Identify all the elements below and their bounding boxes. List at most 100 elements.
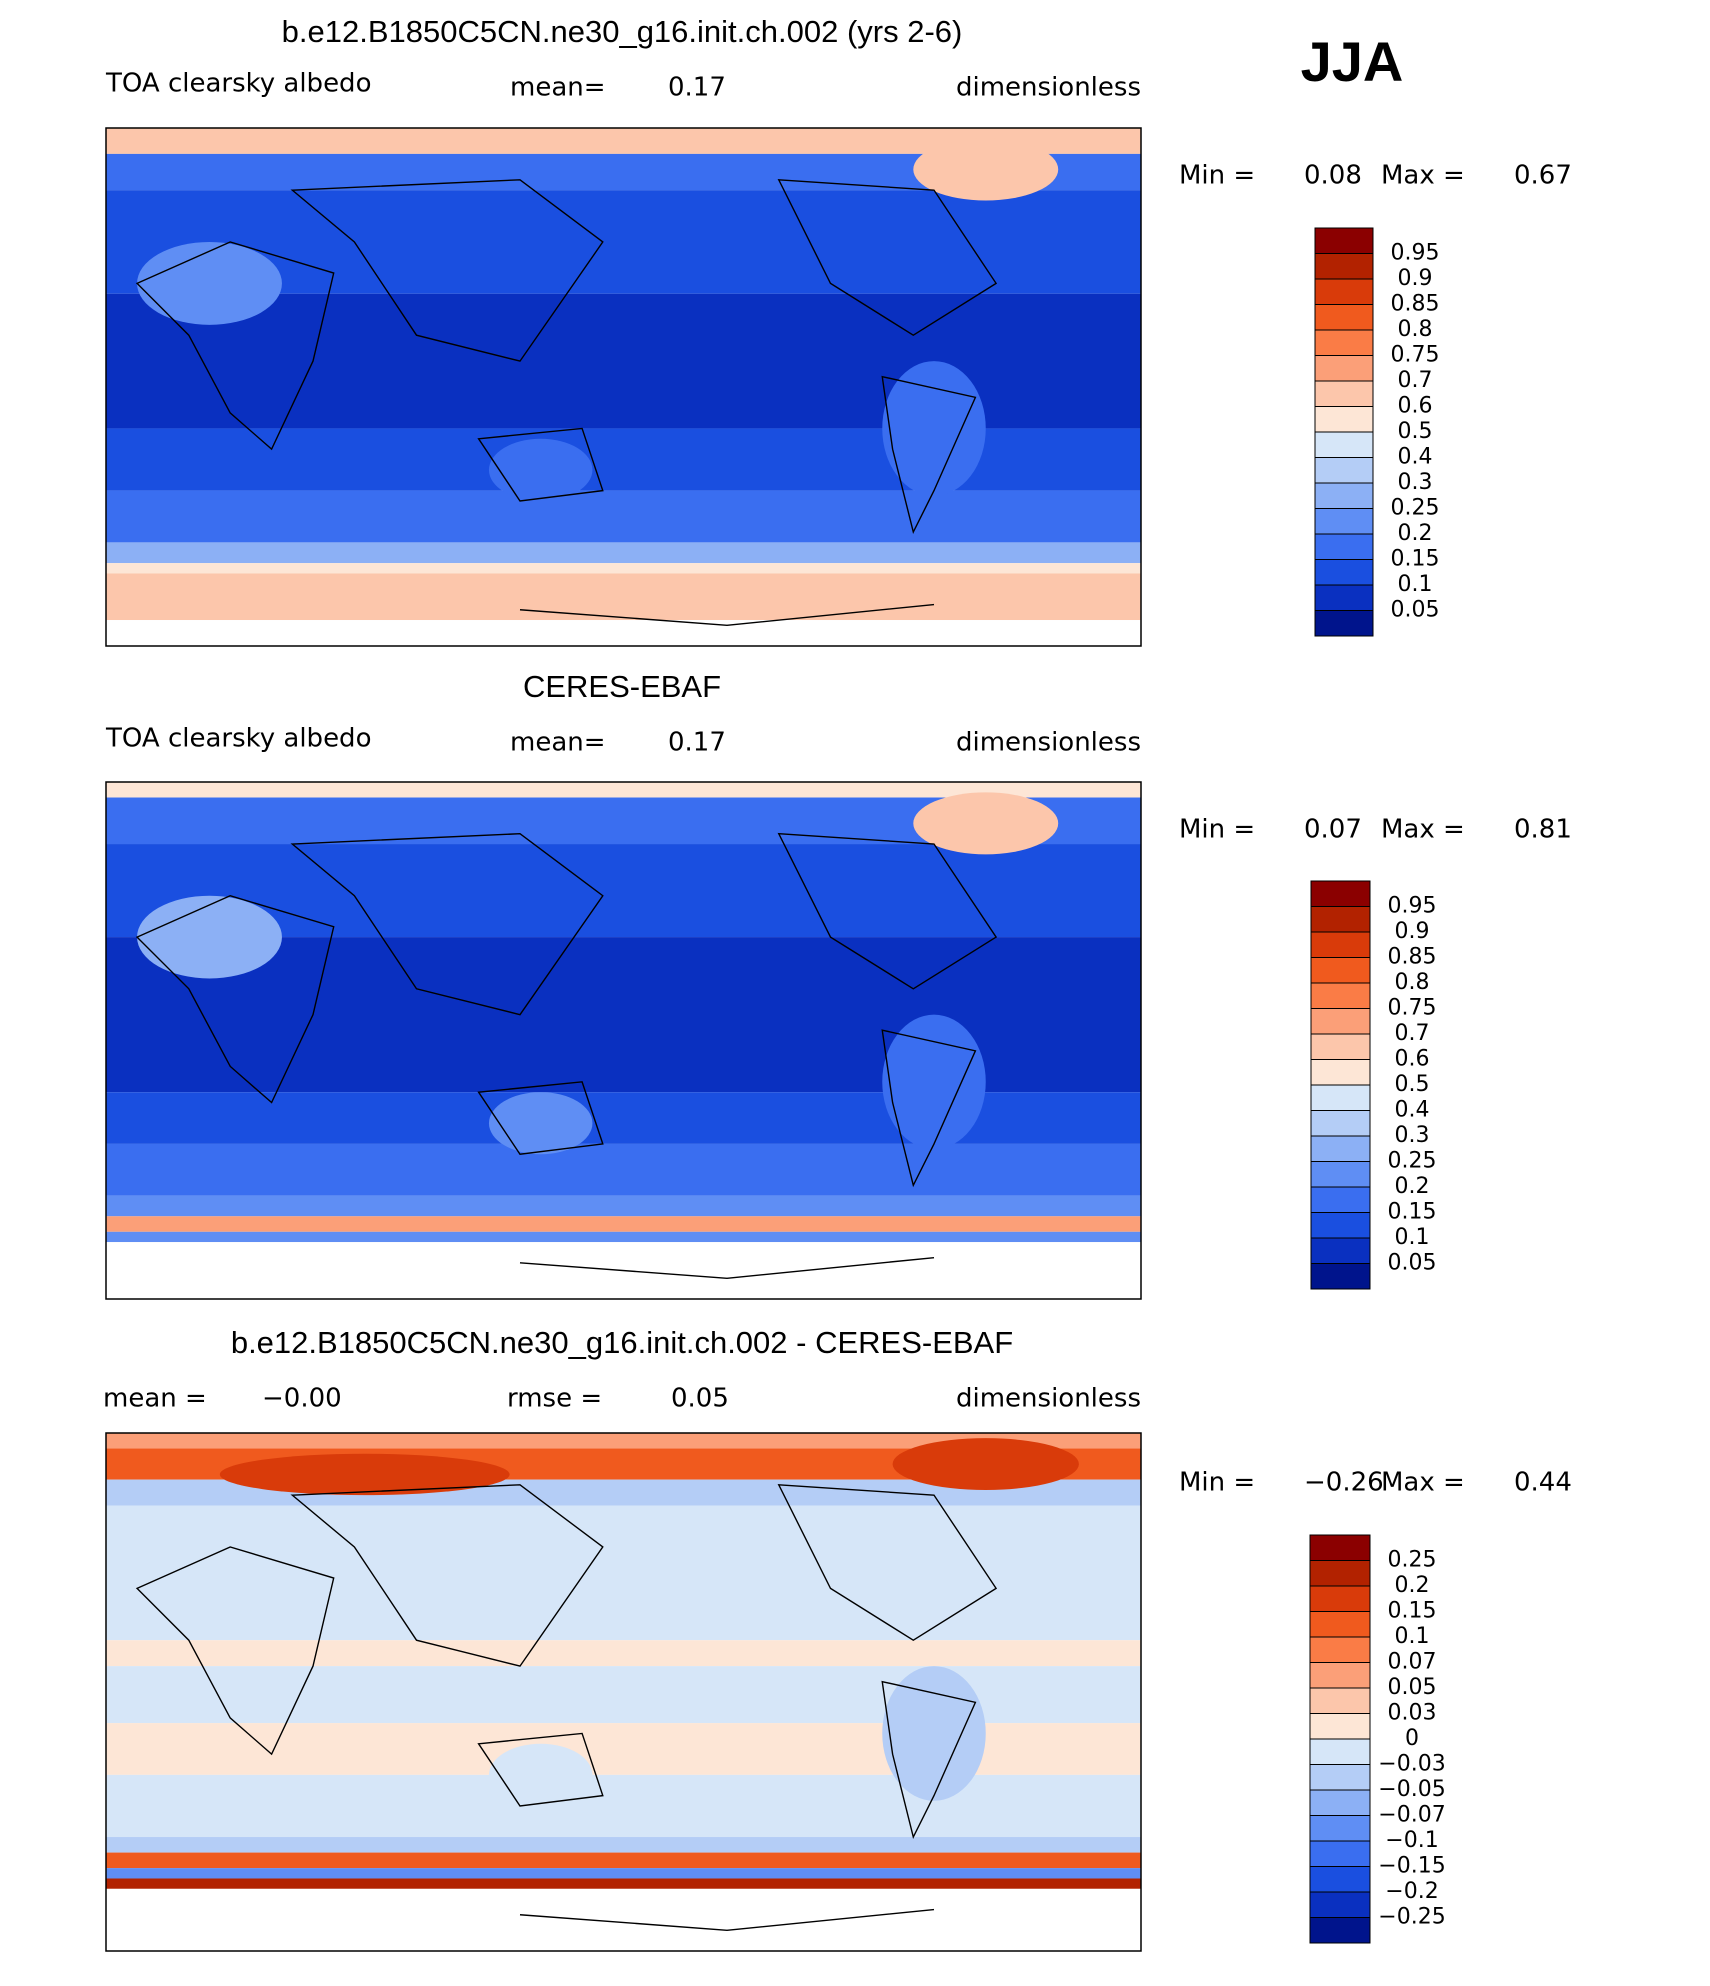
contour-band bbox=[106, 1837, 1141, 1853]
colorbar-label: 0.03 bbox=[1388, 1701, 1437, 1726]
contour-band bbox=[106, 1723, 1141, 1775]
colorbar-label: 0.85 bbox=[1391, 292, 1440, 317]
variable-label: TOA clearsky albedo bbox=[105, 69, 371, 99]
colorbar-box bbox=[1309, 1662, 1371, 1689]
colorbar-label: 0.25 bbox=[1388, 1149, 1437, 1174]
colorbar-box bbox=[1314, 584, 1374, 611]
colorbar-label: −0.15 bbox=[1378, 1854, 1445, 1879]
contour-region bbox=[137, 241, 282, 325]
stat-value: 0.17 bbox=[668, 73, 726, 103]
colorbar-label: −0.2 bbox=[1385, 1879, 1438, 1904]
contour-band bbox=[106, 1433, 1141, 1449]
contour-band bbox=[106, 1640, 1141, 1667]
map-frame bbox=[105, 1432, 1142, 1952]
map bbox=[106, 128, 1141, 646]
colorbar-label: 0.5 bbox=[1398, 419, 1433, 444]
contour-band bbox=[106, 1092, 1141, 1144]
colorbar-label: 0.6 bbox=[1395, 1047, 1430, 1072]
colorbar-label: −0.05 bbox=[1378, 1777, 1445, 1802]
stat-value: 0.17 bbox=[668, 728, 726, 758]
panel-title: b.e12.B1850C5CN.ne30_g16.init.ch.002 (yr… bbox=[282, 14, 963, 49]
colorbar-label: 0.9 bbox=[1395, 919, 1430, 944]
colorbar-label: −0.25 bbox=[1378, 1905, 1445, 1930]
contour-region bbox=[882, 1666, 986, 1801]
colorbar-box bbox=[1310, 982, 1371, 1009]
contour-region bbox=[488, 1743, 593, 1806]
max-label: Max = bbox=[1381, 815, 1465, 845]
colorbar-box bbox=[1314, 253, 1374, 280]
colorbar-box bbox=[1310, 1135, 1371, 1162]
colorbar-box bbox=[1314, 533, 1374, 560]
colorbar-box bbox=[1310, 906, 1371, 933]
units-label: dimensionless bbox=[956, 728, 1141, 758]
contour-band bbox=[106, 782, 1141, 798]
units-label: dimensionless bbox=[956, 1384, 1141, 1414]
colorbar-label: 0.75 bbox=[1388, 996, 1437, 1021]
colorbar-box bbox=[1310, 1186, 1371, 1213]
colorbar-label: −0.03 bbox=[1378, 1752, 1445, 1777]
contour-region bbox=[488, 438, 593, 501]
contour-band bbox=[106, 1143, 1141, 1196]
max-label: Max = bbox=[1381, 1468, 1465, 1498]
colorbar-box bbox=[1310, 1084, 1371, 1111]
stat-label: rmse = bbox=[507, 1384, 602, 1414]
contour-region bbox=[219, 1453, 510, 1496]
contour-region bbox=[488, 1092, 593, 1155]
season-label: JJA bbox=[1301, 30, 1404, 93]
colorbar-box bbox=[1309, 1738, 1371, 1765]
coastline bbox=[137, 180, 996, 625]
colorbar-box bbox=[1310, 931, 1371, 958]
colorbar-box bbox=[1309, 1611, 1371, 1638]
variable-label: TOA clearsky albedo bbox=[105, 724, 371, 754]
colorbar-label: 0.15 bbox=[1388, 1200, 1437, 1225]
colorbar-box bbox=[1309, 1866, 1371, 1893]
colorbar-box bbox=[1309, 1713, 1371, 1740]
colorbar-box bbox=[1310, 1263, 1371, 1290]
colorbar-label: 0.7 bbox=[1395, 1021, 1430, 1046]
colorbar-label: −0.07 bbox=[1378, 1803, 1445, 1828]
panel-title: CERES-EBAF bbox=[523, 669, 721, 704]
colorbar-label: −0.1 bbox=[1385, 1828, 1438, 1853]
colorbar-box bbox=[1314, 610, 1374, 637]
colorbar-box bbox=[1309, 1840, 1371, 1867]
contour-band bbox=[106, 1195, 1141, 1217]
colorbar-box bbox=[1314, 227, 1374, 254]
colorbar-box bbox=[1310, 1008, 1371, 1035]
colorbar-box bbox=[1310, 880, 1371, 907]
contour-region bbox=[913, 792, 1059, 855]
max-value: 0.81 bbox=[1514, 815, 1572, 845]
colorbar-label: 0.5 bbox=[1395, 1072, 1430, 1097]
colorbar-box bbox=[1310, 1161, 1371, 1188]
coastline bbox=[137, 834, 996, 1279]
coastline bbox=[137, 1485, 996, 1930]
colorbar-box bbox=[1310, 1059, 1371, 1086]
colorbar-label: 0.85 bbox=[1388, 945, 1437, 970]
colorbar-box bbox=[1309, 1534, 1371, 1561]
stat-value: 0.05 bbox=[671, 1384, 729, 1414]
colorbar-label: 0.3 bbox=[1398, 470, 1433, 495]
colorbar-label: 0.75 bbox=[1391, 343, 1440, 368]
max-value: 0.67 bbox=[1514, 161, 1572, 191]
colorbar-box bbox=[1314, 457, 1374, 484]
colorbar-box bbox=[1314, 431, 1374, 458]
min-label: Min = bbox=[1179, 815, 1255, 845]
contour-region bbox=[882, 1014, 986, 1150]
colorbar-label: 0.95 bbox=[1388, 894, 1437, 919]
panel-title: b.e12.B1850C5CN.ne30_g16.init.ch.002 - C… bbox=[231, 1325, 1013, 1360]
colorbar-box bbox=[1314, 304, 1374, 331]
contour-band bbox=[106, 1888, 1141, 1951]
colorbar-box bbox=[1309, 1815, 1371, 1842]
contour-band bbox=[106, 542, 1141, 564]
colorbar-label: 0.1 bbox=[1395, 1225, 1430, 1250]
contour-region bbox=[137, 895, 282, 979]
map-frame bbox=[105, 781, 1142, 1300]
units-label: dimensionless bbox=[956, 73, 1141, 103]
map bbox=[106, 782, 1141, 1299]
colorbar-box bbox=[1310, 1033, 1371, 1060]
contour-band bbox=[106, 1774, 1141, 1838]
colorbar-box bbox=[1309, 1560, 1371, 1587]
colorbar-label: 0.95 bbox=[1391, 241, 1440, 266]
max-value: 0.44 bbox=[1514, 1468, 1572, 1498]
colorbar-label: 0.3 bbox=[1395, 1123, 1430, 1148]
colorbar-label: 0.05 bbox=[1388, 1251, 1437, 1276]
